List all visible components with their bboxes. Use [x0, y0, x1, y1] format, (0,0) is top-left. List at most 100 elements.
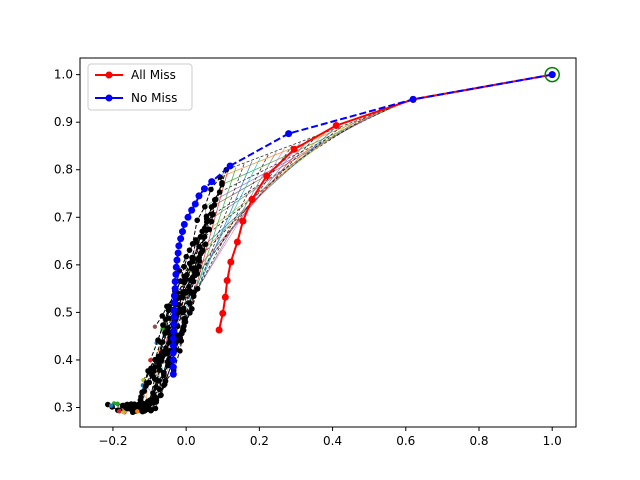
background-path-point	[216, 189, 223, 195]
background-path-point	[152, 405, 159, 412]
background-path-point	[145, 368, 151, 374]
series-point	[548, 71, 556, 79]
series-point	[171, 277, 179, 285]
background-path-point	[143, 382, 149, 389]
series-point	[170, 306, 178, 314]
series-point	[175, 242, 183, 250]
series-point	[170, 292, 178, 300]
series-point	[173, 256, 181, 264]
background-link-line	[183, 164, 245, 327]
background-path-point	[121, 409, 126, 415]
background-path-point	[202, 241, 209, 247]
series-point	[169, 342, 177, 350]
x-tick-label: 0.4	[323, 434, 342, 448]
background-path-point	[191, 265, 197, 271]
background-path-point	[179, 330, 185, 337]
y-tick-label: 0.8	[54, 163, 73, 177]
background-path-point	[156, 367, 163, 373]
y-axis-ticks: 0.3 0.4 0.5 0.6 0.7 0.8 0.9 1.0	[54, 68, 80, 415]
background-path-point	[183, 253, 190, 260]
background-path-point	[150, 400, 157, 406]
series-point	[170, 313, 178, 321]
series-point	[170, 327, 178, 335]
series-point	[239, 217, 247, 225]
x-tick-label: 1.0	[543, 434, 562, 448]
y-tick-label: 0.9	[54, 115, 73, 129]
background-path-point	[158, 392, 164, 398]
background-path-point	[156, 362, 162, 368]
series-point	[178, 228, 186, 236]
legend-no-miss-label: No Miss	[131, 91, 177, 105]
background-path-point	[189, 274, 196, 281]
background-path-point	[129, 409, 136, 416]
legend-all-miss-marker	[105, 71, 113, 79]
background-path-line	[154, 206, 212, 327]
series-point	[172, 270, 180, 278]
background-path-point	[115, 401, 120, 406]
background-link-line	[198, 139, 309, 267]
background-path-point	[165, 362, 171, 369]
background-path-point	[159, 313, 166, 319]
background-path-point	[187, 310, 193, 316]
background-link-line	[226, 98, 414, 171]
series-point	[219, 309, 227, 317]
background-path-point	[117, 409, 122, 414]
series-point	[169, 363, 177, 371]
series-point	[332, 122, 340, 130]
axes-frame	[79, 57, 577, 428]
background-path-point	[178, 338, 185, 344]
background-path-point	[199, 248, 205, 255]
background-path-point	[160, 322, 166, 328]
x-axis-ticks: −0.2 0.0 0.2 0.4 0.6 0.8 1.0	[98, 427, 562, 448]
background-path-point	[186, 260, 193, 267]
series-point	[233, 238, 241, 246]
background-path-point	[196, 263, 202, 270]
background-path-point	[183, 275, 189, 282]
series-point	[263, 172, 271, 180]
series-point	[184, 213, 192, 221]
series-layer	[169, 71, 556, 378]
series-point	[215, 326, 223, 334]
background-path-point	[212, 196, 219, 203]
background-path-point	[197, 233, 204, 240]
series-point	[180, 220, 188, 228]
background-path-point	[194, 271, 201, 277]
highlight-ring-marker	[544, 66, 560, 83]
y-tick-label: 0.7	[54, 210, 73, 224]
background-path-point	[180, 308, 187, 314]
background-link-line	[189, 154, 269, 304]
series-point	[248, 195, 256, 203]
background-path-point	[151, 368, 157, 374]
x-tick-label: 0.0	[177, 434, 196, 448]
background-path-point	[193, 237, 199, 243]
background-path-point	[138, 394, 144, 400]
background-path-point	[183, 290, 189, 296]
series-point	[169, 356, 177, 364]
background-path-point	[186, 247, 193, 253]
series-point	[169, 349, 177, 357]
background-path-point	[208, 186, 214, 193]
background-path-point	[161, 381, 168, 388]
background-path-point	[155, 378, 162, 384]
series-point	[191, 200, 199, 208]
highlight-layer	[544, 66, 560, 83]
series-point	[174, 249, 182, 257]
background-path-point	[190, 278, 196, 285]
background-path-point	[182, 315, 188, 322]
series-point	[169, 335, 177, 343]
background-path-point	[196, 243, 202, 250]
background-path-point	[108, 403, 114, 408]
series-point	[170, 320, 178, 328]
series-point	[177, 235, 185, 243]
background-path-point	[210, 211, 216, 218]
background-paths-layer	[104, 98, 414, 416]
series-point	[172, 263, 180, 271]
series-point	[208, 178, 216, 186]
background-path-point	[123, 404, 129, 411]
background-path-point	[208, 204, 215, 210]
y-tick-label: 0.3	[54, 401, 73, 415]
x-tick-label: −0.2	[98, 434, 127, 448]
background-path-point	[206, 226, 213, 233]
background-path-point	[152, 356, 158, 363]
background-path-point	[219, 181, 225, 188]
